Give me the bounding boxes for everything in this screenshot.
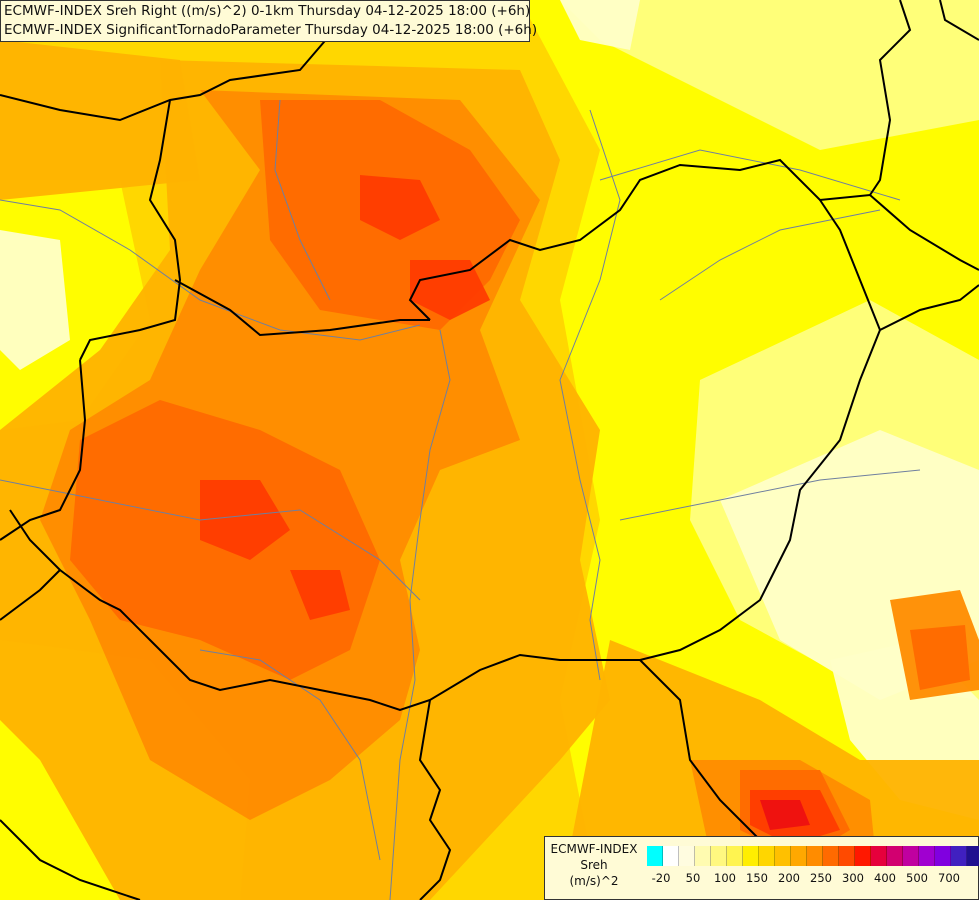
legend-swatch	[759, 846, 775, 866]
rivers-layer	[0, 99, 921, 900]
legend-swatch	[663, 846, 679, 866]
river-line	[619, 469, 921, 521]
sreh-region	[200, 480, 290, 560]
country-border-line	[79, 99, 182, 361]
country-border-line	[939, 0, 979, 41]
legend-tick-label: 100	[714, 871, 736, 885]
legend-tick-label: 200	[778, 871, 800, 885]
legend-swatch	[951, 846, 967, 866]
river-line	[274, 99, 331, 301]
legend-unit: (m/s)^2	[569, 874, 619, 888]
legend-tick-label: 50	[685, 871, 701, 885]
color-legend: ECMWF-INDEX Sreh (m/s)^2 -20 50 100 150 200 2…	[544, 836, 979, 900]
legend-swatch	[679, 846, 695, 866]
legend-swatch	[807, 846, 823, 866]
legend-swatch	[711, 846, 727, 866]
legend-swatches	[647, 846, 979, 866]
country-border-line	[418, 699, 452, 900]
river-line	[0, 479, 421, 601]
river-line	[599, 149, 901, 201]
sreh-region	[0, 40, 200, 200]
title-line-stp: ECMWF-INDEX SignificantTornadoParameter …	[4, 22, 538, 38]
country-border-line	[0, 569, 61, 621]
sreh-region	[360, 175, 440, 240]
legend-swatch	[695, 846, 711, 866]
legend-swatch	[871, 846, 887, 866]
sreh-region	[910, 625, 970, 690]
country-border-line	[869, 0, 912, 196]
sreh-region	[760, 800, 810, 830]
legend-swatch	[903, 846, 919, 866]
country-border-line	[0, 359, 87, 541]
legend-swatch	[743, 846, 759, 866]
legend-swatch	[791, 846, 807, 866]
legend-variable: Sreh	[580, 858, 608, 872]
legend-source: ECMWF-INDEX	[550, 842, 638, 856]
river-line	[659, 209, 881, 301]
sreh-region	[0, 230, 70, 370]
country-border-line	[819, 199, 881, 331]
country-border-line	[0, 819, 141, 900]
legend-swatch	[855, 846, 871, 866]
legend-swatch	[775, 846, 791, 866]
river-line	[389, 329, 451, 900]
legend-swatch	[839, 846, 855, 866]
legend-swatch	[919, 846, 935, 866]
legend-tick-label: 150	[746, 871, 768, 885]
sreh-region	[560, 0, 979, 150]
legend-tick-label: 500	[906, 871, 928, 885]
sreh-region	[290, 570, 350, 620]
legend-ticks: -20 50 100 150 200 250 300 400 500 700	[647, 871, 975, 891]
legend-swatch	[727, 846, 743, 866]
legend-tick-label: 300	[842, 871, 864, 885]
river-line	[0, 199, 421, 341]
title-line-sreh: ECMWF-INDEX Sreh Right ((m/s)^2) 0-1km T…	[4, 3, 531, 19]
map-title-box: ECMWF-INDEX Sreh Right ((m/s)^2) 0-1km T…	[0, 0, 538, 42]
country-border-line	[0, 0, 361, 122]
legend-tick-label: -20	[651, 871, 671, 885]
legend-tick-label: 250	[810, 871, 832, 885]
country-border-line	[408, 158, 979, 321]
sreh-region	[410, 260, 490, 320]
legend-swatch	[967, 846, 979, 866]
sreh-region	[560, 0, 640, 50]
country-border-line	[174, 279, 430, 337]
legend-swatch	[887, 846, 903, 866]
country-border-line	[9, 284, 979, 712]
legend-name: ECMWF-INDEX Sreh (m/s)^2	[545, 841, 643, 889]
river-line	[199, 649, 381, 861]
legend-tick-label: 700	[938, 871, 960, 885]
legend-swatch	[647, 846, 663, 866]
legend-swatch	[935, 846, 951, 866]
legend-tick-label: 400	[874, 871, 896, 885]
legend-swatch	[823, 846, 839, 866]
